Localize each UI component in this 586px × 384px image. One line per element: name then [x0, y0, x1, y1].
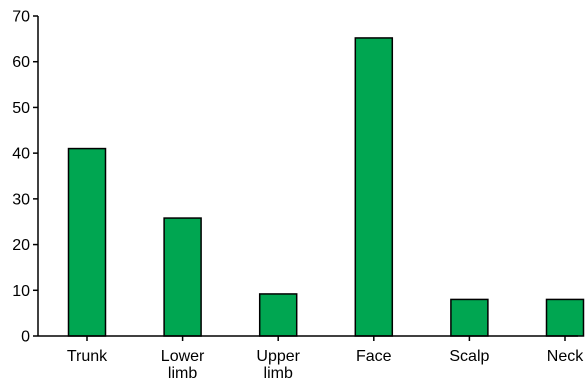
bar-lower-limb: [163, 217, 202, 337]
y-tick-label: 50: [12, 100, 30, 117]
bar-scalp: [450, 298, 489, 337]
y-tick-label: 60: [12, 54, 30, 71]
bars-group: [67, 37, 585, 337]
bar-trunk: [67, 147, 107, 337]
x-category-label: Neck: [547, 348, 584, 365]
x-category-label: Trunk: [67, 348, 108, 365]
x-category-label-line: limb: [168, 365, 197, 382]
y-tick-label: 30: [12, 191, 30, 208]
y-tick-label: 70: [12, 9, 30, 26]
y-tick-label: 20: [12, 237, 30, 254]
x-category-label: Lower limb: [161, 348, 205, 382]
x-category-label-line: Upper: [256, 348, 300, 365]
x-category-label-line: Lower: [161, 348, 205, 365]
y-tick-label: 10: [12, 283, 30, 300]
bar-neck: [545, 298, 585, 337]
x-category-label-line: Trunk: [67, 348, 108, 365]
y-ticks-group: 0 10 20 30 40 50 60 70: [12, 9, 38, 346]
bar-face: [354, 37, 394, 337]
x-category-label-line: limb: [264, 365, 293, 382]
y-tick-label: 0: [21, 329, 30, 346]
y-tick-label: 40: [12, 146, 30, 163]
x-category-label: Upper limb: [256, 348, 300, 382]
bar-upper-limb: [258, 293, 298, 337]
x-category-label: Face: [356, 348, 392, 365]
x-category-label-line: Face: [356, 348, 392, 365]
x-category-label-line: Neck: [547, 348, 584, 365]
x-category-label: Scalp: [449, 348, 489, 365]
x-category-label-line: Scalp: [449, 348, 489, 365]
